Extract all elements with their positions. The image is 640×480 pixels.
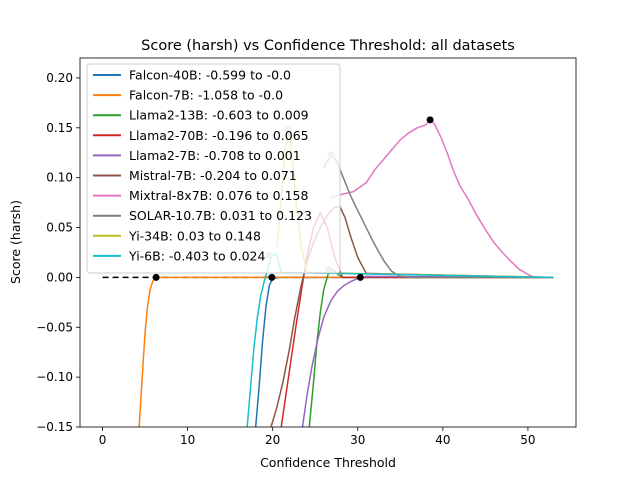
legend-label-4: Llama2-7B: -0.708 to 0.001 (129, 148, 301, 163)
x-axis-label: Confidence Threshold (260, 455, 396, 470)
legend-label-3: Llama2-70B: -0.196 to 0.065 (129, 128, 309, 143)
marker-point-6-0 (426, 116, 434, 124)
x-tick-label: 10 (180, 433, 195, 447)
y-tick-label: 0.05 (46, 221, 73, 235)
x-tick-label: 40 (435, 433, 450, 447)
y-tick-label: 0.00 (46, 270, 73, 284)
marker-point-0-0 (268, 273, 276, 281)
y-tick-label: 0.10 (46, 171, 73, 185)
x-tick-label: 20 (265, 433, 280, 447)
y-tick-label: 0.20 (46, 71, 73, 85)
x-tick-label: 0 (99, 433, 107, 447)
axes-frame (79, 57, 577, 428)
y-tick-label: −0.15 (36, 420, 73, 434)
x-tick-label: 50 (520, 433, 535, 447)
legend-label-2: Llama2-13B: -0.603 to 0.009 (129, 108, 309, 123)
series-line-1 (138, 276, 554, 427)
legend-label-9: Yi-6B: -0.403 to 0.024 (128, 248, 266, 263)
legend: Falcon-40B: -0.599 to -0.0 Falcon-7B: -1.… (86, 63, 341, 274)
marker-point-1-0 (152, 273, 160, 281)
legend-label-8: Yi-34B: 0.03 to 0.148 (128, 228, 261, 243)
legend-box (86, 63, 341, 274)
legend-label-7: SOLAR-10.7B: 0.031 to 0.123 (129, 208, 312, 223)
marker-point-4-0 (356, 273, 364, 281)
y-tick-label: 0.15 (46, 121, 73, 135)
y-axis-label: Score (harsh) (8, 200, 23, 284)
legend-label-0: Falcon-40B: -0.599 to -0.0 (129, 68, 291, 83)
y-tick-label: −0.05 (36, 320, 73, 334)
plot-area: 0 10 20 30 40 50 −0.15 −0.10 −0.05 0.00 0.05 0.10 0.… (36, 57, 577, 447)
chart-title: Score (harsh) vs Confidence Threshold: a… (141, 38, 515, 54)
y-tick-label: −0.10 (36, 370, 73, 384)
legend-label-5: Mistral-7B: -0.204 to 0.071 (129, 168, 297, 183)
legend-label-6: Mixtral-8x7B: 0.076 to 0.158 (129, 188, 309, 203)
x-tick-label: 30 (350, 433, 365, 447)
series-line-6 (330, 119, 554, 279)
legend-label-1: Falcon-7B: -1.058 to -0.0 (129, 88, 283, 103)
series-line-2 (308, 267, 554, 427)
